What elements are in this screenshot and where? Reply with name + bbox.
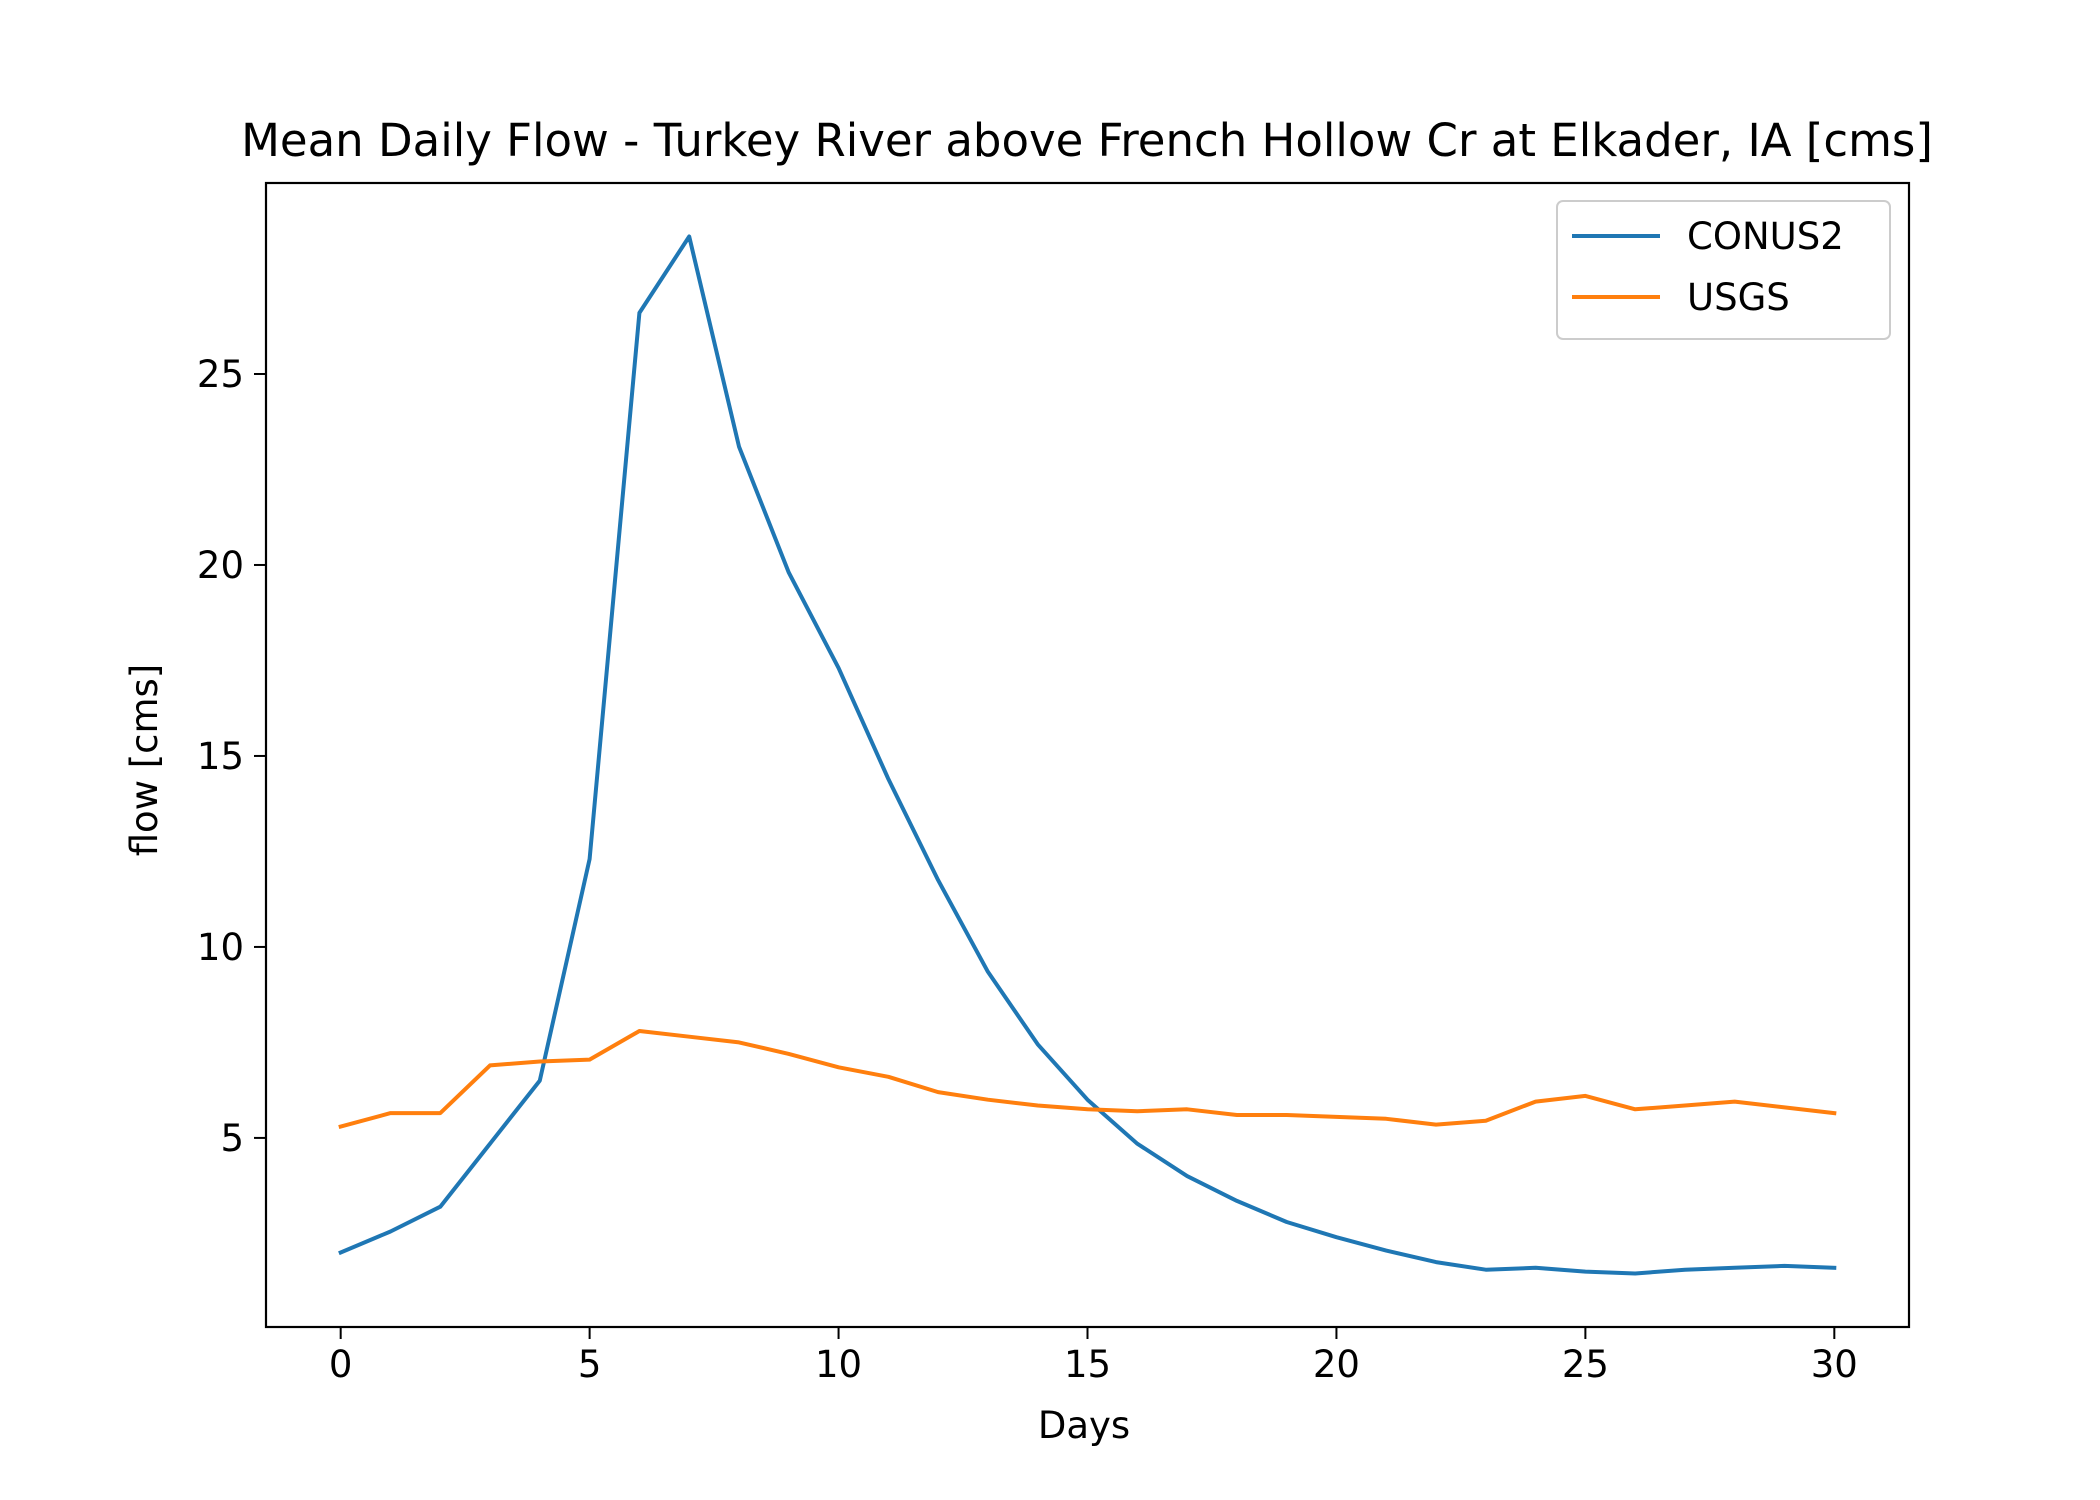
x-tick-label: 5 bbox=[578, 1343, 602, 1386]
y-axis: 5 10 15 20 25 bbox=[197, 353, 266, 1160]
x-tick-label: 20 bbox=[1313, 1343, 1360, 1386]
y-tick-label: 10 bbox=[197, 926, 244, 969]
x-tick-label: 25 bbox=[1562, 1343, 1609, 1386]
y-tick-label: 5 bbox=[220, 1117, 244, 1160]
legend-label-conus2: CONUS2 bbox=[1687, 215, 1844, 258]
chart-title: Mean Daily Flow - Turkey River above Fre… bbox=[241, 114, 1933, 167]
x-axis-label: Days bbox=[1038, 1404, 1130, 1447]
x-tick-label: 15 bbox=[1064, 1343, 1111, 1386]
y-tick-label: 20 bbox=[197, 544, 244, 587]
legend: CONUS2 USGS bbox=[1556, 200, 1891, 340]
x-axis: 0 5 10 15 20 25 30 bbox=[329, 1327, 1858, 1386]
y-tick-label: 15 bbox=[197, 735, 244, 778]
legend-label-usgs: USGS bbox=[1687, 276, 1790, 319]
x-tick-label: 0 bbox=[329, 1343, 353, 1386]
series-line-usgs bbox=[338, 1029, 1837, 1129]
y-tick-label: 25 bbox=[197, 353, 244, 396]
x-tick-label: 30 bbox=[1811, 1343, 1858, 1386]
plot-area bbox=[338, 234, 1837, 1276]
y-axis-label: flow [cms] bbox=[123, 664, 166, 857]
x-tick-label: 10 bbox=[815, 1343, 862, 1386]
series-line-conus2 bbox=[338, 234, 1837, 1276]
